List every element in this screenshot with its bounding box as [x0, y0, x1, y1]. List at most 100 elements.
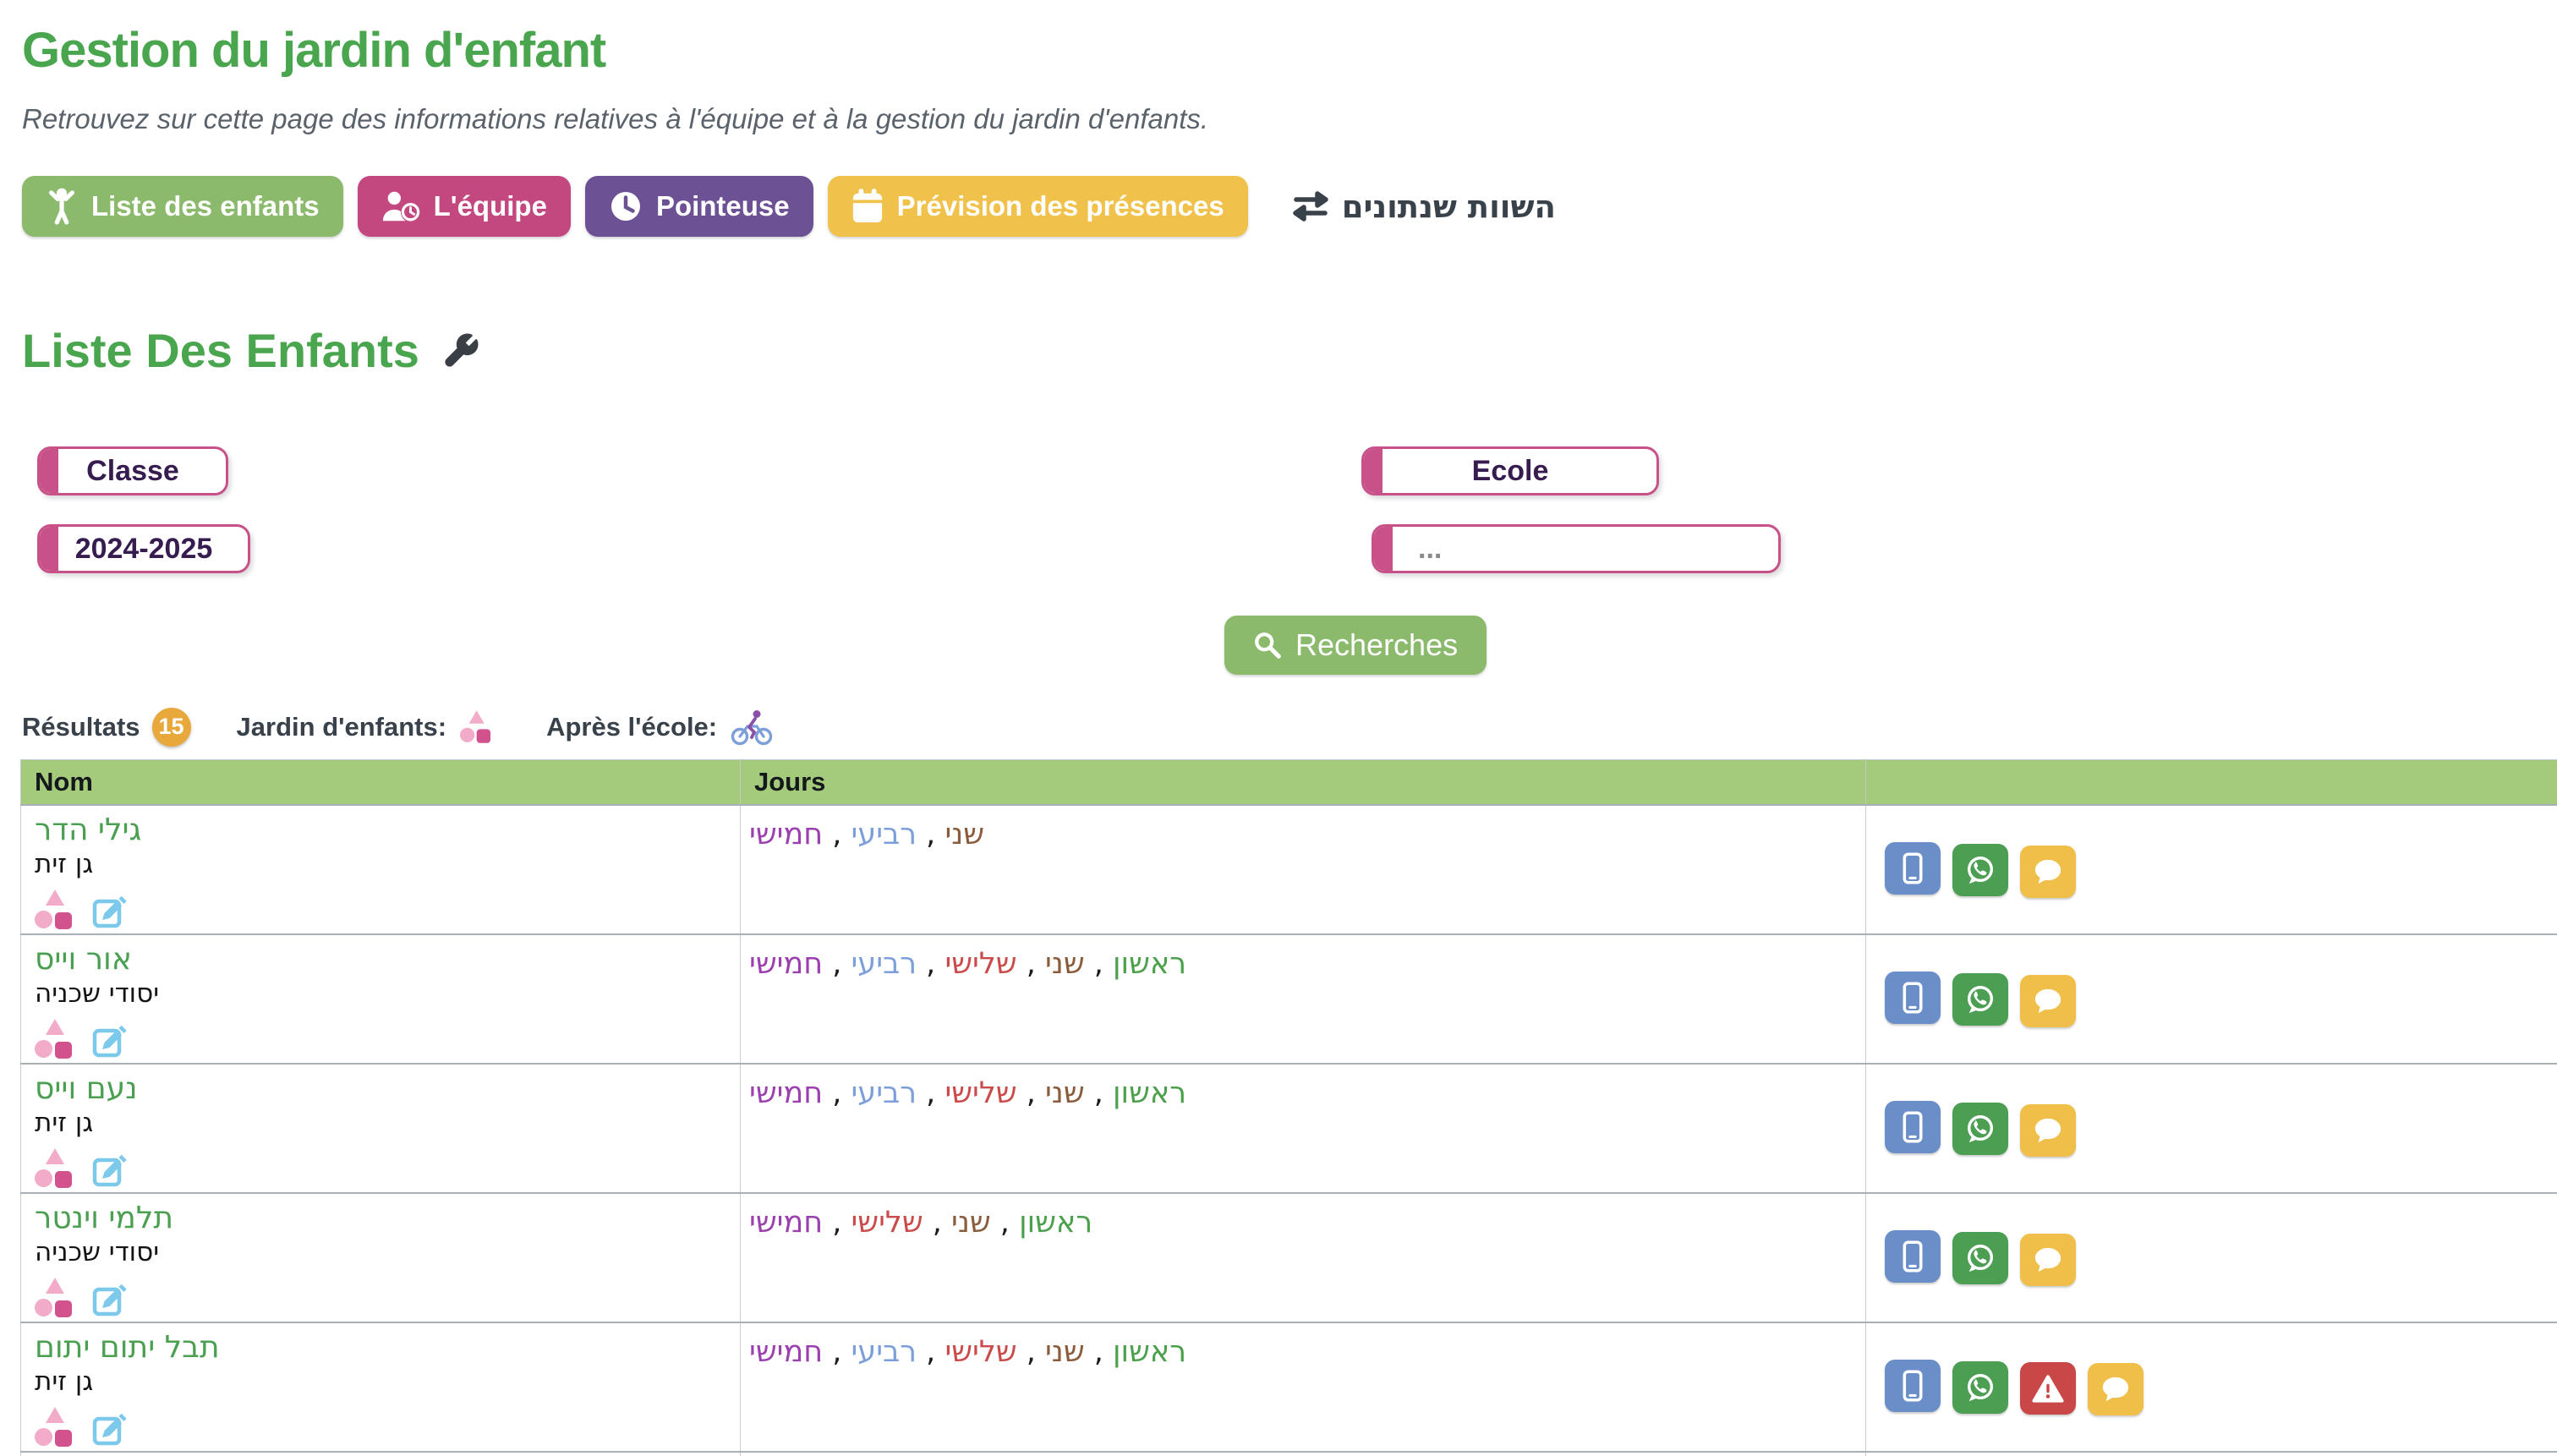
table-row: תלמי וינטר יסודי שכניה ראשון , שני , שלישי…: [20, 1192, 2557, 1323]
actions-cell: [1865, 1063, 2557, 1194]
days-cell: ראשון , שני , שלישי , חמישי: [740, 1192, 1866, 1323]
day-label: ראשון: [1113, 947, 1187, 981]
column-header-actions: [1865, 759, 2557, 805]
mobile-icon: [1900, 1368, 1925, 1404]
column-header-jours: Jours: [740, 759, 1866, 805]
chat-button[interactable]: [2088, 1362, 2144, 1415]
chat-icon: [2032, 1245, 2064, 1274]
prevision-des-presences-button[interactable]: Prévision des présences: [827, 176, 1248, 237]
nav-button-label: Pointeuse: [655, 190, 790, 222]
days-cell: ראשון , שני , שלישי , רביעי , חמישי: [740, 1063, 1866, 1194]
edit-icon[interactable]: [92, 1410, 129, 1448]
day-separator: ,: [1084, 947, 1114, 981]
mobile-button[interactable]: [1885, 1359, 1941, 1412]
mobile-icon: [1900, 980, 1925, 1015]
day-separator: ,: [923, 1206, 952, 1240]
edit-icon[interactable]: [92, 1281, 129, 1318]
name-cell: תבל יתום יתום גן זית: [20, 1322, 741, 1453]
wrench-icon[interactable]: [441, 331, 480, 370]
classe-select[interactable]: Classe: [37, 446, 228, 495]
chat-button[interactable]: [2020, 1233, 2076, 1286]
alert-button[interactable]: [2020, 1362, 2076, 1415]
mobile-icon: [1900, 1239, 1925, 1274]
school-year-select[interactable]: 2024-2025: [37, 524, 250, 573]
day-label: חמישי: [749, 1076, 824, 1110]
day-label: רביעי: [851, 1335, 917, 1369]
actions-cell: [1865, 804, 2557, 935]
actions-cell: [1865, 1451, 2557, 1456]
shapes-icon: [35, 889, 75, 933]
whatsapp-button[interactable]: [1952, 843, 2008, 896]
shapes-icon: [35, 1148, 75, 1192]
table-row: גילי הדר גן זית שני , רביעי , חמישי: [20, 804, 2557, 935]
day-label: שלישי: [945, 1335, 1017, 1369]
shapes-icon: [35, 1278, 75, 1322]
day-separator: ,: [823, 947, 851, 981]
day-label: שני: [1044, 1076, 1085, 1110]
edit-icon[interactable]: [92, 893, 129, 930]
results-label: Résultats: [22, 711, 140, 742]
edit-icon[interactable]: [92, 1152, 129, 1189]
child-school: יסודי שכניה: [35, 1237, 160, 1267]
child-school: גן זית: [35, 1108, 94, 1138]
kindergarten-legend-label: Jardin d'enfants:: [236, 711, 447, 742]
whatsapp-button[interactable]: [1952, 972, 2008, 1026]
ecole-detail-select[interactable]: ...: [1372, 524, 1781, 573]
table-row: נעם וייס גן זית ראשון , שני , שלישי , רביע…: [20, 1063, 2557, 1194]
whatsapp-button[interactable]: [1952, 1231, 2008, 1284]
section-heading: Liste Des Enfants: [22, 323, 480, 378]
day-label: שלישי: [945, 1076, 1017, 1110]
mobile-button[interactable]: [1885, 1100, 1941, 1153]
ecole-select[interactable]: Ecole: [1361, 446, 1659, 495]
child-school: יסודי שכניה: [35, 978, 160, 1009]
actions-cell: [1865, 1192, 2557, 1323]
actions-cell: [1865, 1322, 2557, 1453]
chat-button[interactable]: [2020, 974, 2076, 1027]
day-label: רביעי: [851, 818, 917, 851]
mobile-button[interactable]: [1885, 841, 1941, 895]
day-label: שני: [1044, 1335, 1085, 1369]
pointeuse-button[interactable]: Pointeuse: [584, 176, 813, 237]
name-cell: נעם וייס גן זית: [20, 1063, 741, 1194]
day-separator: ,: [1084, 1076, 1114, 1110]
liste-des-enfants-button[interactable]: Liste des enfants: [22, 176, 343, 237]
day-label: ראשון: [1019, 1206, 1093, 1240]
mobile-button[interactable]: [1885, 971, 1941, 1024]
compare-years-label: השוות שנתונים: [1341, 188, 1556, 225]
day-separator: ,: [1016, 1335, 1045, 1369]
day-separator: ,: [823, 1335, 851, 1369]
day-label: חמישי: [749, 1206, 824, 1240]
whatsapp-icon: [1964, 1113, 1996, 1145]
child-name-link[interactable]: תלמי וינטר: [35, 1201, 174, 1235]
compare-years-link[interactable]: השוות שנתונים: [1291, 189, 1556, 225]
child-name-link[interactable]: אור וייס: [35, 942, 132, 977]
edit-icon[interactable]: [92, 1022, 129, 1059]
child-name-link[interactable]: גילי הדר: [35, 813, 142, 847]
children-table: Nom Jours גילי הדר גן זית שני , רביעי , חמ…: [20, 759, 2557, 1456]
chat-button[interactable]: [2020, 845, 2076, 898]
child-name-link[interactable]: תבל יתום יתום: [35, 1330, 220, 1365]
mobile-button[interactable]: [1885, 1229, 1941, 1283]
table-row: תבל יתום יתום גן זית ראשון , שני , שלישי ,…: [20, 1322, 2557, 1453]
day-separator: ,: [1016, 947, 1045, 981]
equipe-button[interactable]: L'équipe: [357, 176, 571, 237]
child-name-link[interactable]: נעם וייס: [35, 1071, 138, 1106]
nav-button-label: Prévision des présences: [896, 190, 1224, 222]
child-school: גן זית: [35, 1366, 94, 1397]
whatsapp-button[interactable]: [1952, 1360, 2008, 1414]
day-separator: ,: [917, 1335, 945, 1369]
section-heading-label: Liste Des Enfants: [22, 324, 419, 377]
whatsapp-icon: [1964, 1242, 1996, 1274]
name-cell: תלמי וינטר יסודי שכניה: [20, 1192, 741, 1323]
whatsapp-button[interactable]: [1952, 1102, 2008, 1155]
day-separator: ,: [917, 1076, 945, 1110]
search-button[interactable]: Recherches: [1224, 616, 1487, 675]
table-header-row: Nom Jours: [20, 759, 2557, 805]
day-label: ראשון: [1113, 1076, 1187, 1110]
chat-button[interactable]: [2020, 1103, 2076, 1157]
day-label: רביעי: [851, 1076, 917, 1110]
actions-cell: [1865, 933, 2557, 1065]
nav-button-label: L'équipe: [433, 190, 547, 222]
day-separator: ,: [917, 947, 945, 981]
